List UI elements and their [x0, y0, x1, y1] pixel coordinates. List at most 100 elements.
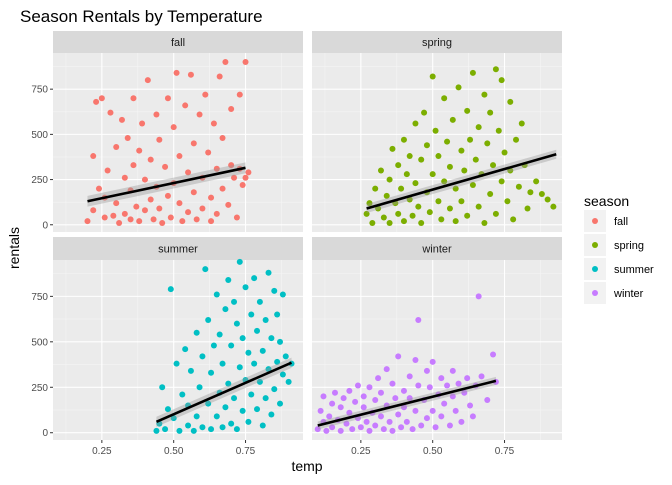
data-point-fall: [176, 153, 183, 160]
data-point-winter: [337, 404, 344, 411]
data-point-winter: [449, 393, 456, 400]
data-point-summer: [256, 378, 263, 385]
data-point-spring: [389, 145, 396, 152]
data-point-spring: [469, 69, 476, 76]
data-point-spring: [446, 205, 453, 212]
data-point-winter: [337, 427, 344, 434]
data-point-summer: [153, 427, 160, 434]
data-point-fall: [98, 95, 105, 102]
data-point-winter: [352, 398, 359, 405]
data-point-summer: [196, 384, 203, 391]
data-point-winter: [452, 407, 459, 414]
chart-title: Season Rentals by Temperature: [20, 7, 263, 26]
data-point-summer: [225, 277, 232, 283]
strip-label-fall: fall: [171, 37, 185, 49]
data-point-fall: [193, 216, 200, 223]
x-tick-label: 0.50: [164, 446, 184, 457]
data-point-summer: [271, 386, 278, 393]
x-tick-label: 0.25: [351, 446, 371, 457]
data-point-fall: [101, 214, 108, 221]
data-point-spring: [400, 218, 407, 225]
legend-label-fall: fall: [614, 216, 628, 228]
data-point-summer: [205, 317, 212, 323]
data-point-spring: [395, 210, 402, 217]
x-tick-label: 0.75: [495, 446, 515, 457]
data-point-spring: [412, 180, 419, 187]
data-point-winter: [329, 424, 336, 431]
data-point-spring: [467, 136, 474, 143]
data-point-winter: [412, 407, 419, 414]
data-point-fall: [173, 69, 180, 76]
data-point-summer: [268, 411, 275, 418]
data-point-spring: [507, 98, 514, 105]
data-point-summer: [277, 400, 284, 407]
data-point-fall: [208, 218, 215, 225]
strip-label-winter: winter: [421, 244, 452, 256]
data-point-winter: [354, 382, 361, 389]
panels-layer: fall 0 250 500 750 spring summer 0 250 500 750 0.25…: [31, 31, 562, 457]
data-point-winter: [403, 418, 410, 425]
data-point-spring: [475, 124, 482, 131]
data-point-summer: [262, 395, 269, 402]
data-point-summer: [277, 338, 284, 345]
data-point-spring: [538, 191, 545, 198]
data-point-summer: [259, 422, 266, 429]
data-point-winter: [449, 367, 456, 374]
data-point-spring: [452, 218, 459, 225]
data-point-winter: [360, 404, 367, 411]
data-point-fall: [208, 194, 215, 201]
data-point-winter: [386, 418, 393, 425]
data-point-winter: [415, 317, 422, 323]
data-point-winter: [400, 387, 407, 394]
data-point-fall: [164, 192, 171, 199]
data-point-spring: [366, 200, 373, 207]
data-point-spring: [441, 95, 448, 102]
data-point-fall: [170, 124, 177, 131]
data-point-winter: [366, 427, 373, 434]
data-point-summer: [216, 331, 223, 338]
data-point-summer: [231, 298, 238, 305]
data-point-spring: [421, 109, 428, 116]
data-point-winter: [346, 387, 353, 394]
data-point-spring: [495, 127, 502, 134]
data-point-spring: [400, 136, 407, 143]
data-point-winter: [317, 407, 324, 414]
data-point-winter: [320, 393, 327, 400]
data-point-spring: [418, 156, 425, 163]
data-point-winter: [372, 397, 379, 403]
data-point-fall: [185, 169, 192, 176]
data-point-spring: [409, 212, 416, 219]
strip-summer: [53, 237, 303, 260]
data-point-summer: [170, 415, 177, 422]
data-point-fall: [228, 162, 235, 169]
data-point-fall: [141, 176, 148, 183]
data-point-winter: [375, 375, 382, 382]
data-point-spring: [403, 171, 410, 178]
data-point-summer: [164, 406, 171, 413]
data-point-spring: [444, 138, 451, 145]
data-point-summer: [202, 266, 209, 273]
data-point-winter: [346, 409, 353, 416]
data-point-fall: [133, 203, 140, 210]
data-point-fall: [242, 59, 249, 66]
data-point-summer: [239, 407, 246, 414]
data-point-fall: [118, 116, 125, 123]
data-point-spring: [490, 162, 497, 169]
y-tick-label: 750: [31, 292, 48, 303]
data-point-winter: [406, 395, 413, 402]
data-point-summer: [265, 269, 272, 276]
data-point-summer: [242, 284, 249, 291]
data-point-fall: [113, 200, 120, 207]
data-point-spring: [484, 140, 491, 147]
data-point-spring: [464, 212, 471, 219]
data-point-summer: [159, 384, 166, 391]
data-point-spring: [363, 210, 370, 217]
panel-spring: spring: [312, 31, 562, 232]
y-tick-label: 0: [42, 428, 48, 439]
data-point-winter: [343, 420, 350, 427]
panel-background-spring: [312, 53, 562, 232]
data-point-summer: [245, 349, 252, 356]
data-point-summer: [213, 291, 220, 298]
panel-fall: fall 0 250 500 750: [31, 31, 303, 232]
